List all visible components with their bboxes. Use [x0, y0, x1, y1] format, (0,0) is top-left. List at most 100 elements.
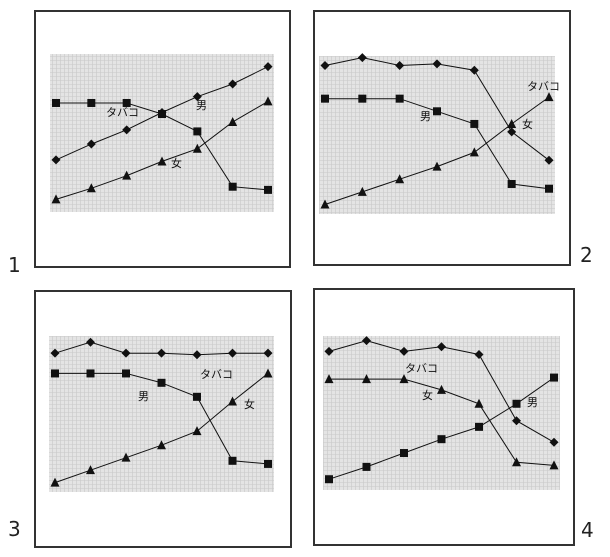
data-point: [264, 185, 272, 194]
data-point: [432, 161, 442, 171]
data-point: [400, 449, 408, 458]
series-label: タバコ: [106, 106, 139, 119]
data-point: [549, 460, 559, 470]
data-point: [51, 194, 61, 204]
data-point: [469, 65, 479, 75]
data-point: [122, 369, 130, 378]
data-point: [399, 374, 409, 384]
data-point: [87, 98, 96, 107]
data-point: [52, 98, 60, 107]
chart-panel-4: タバコ男 女: [313, 288, 575, 546]
data-point: [122, 125, 132, 135]
data-point: [263, 96, 273, 106]
series-label: タバコ: [527, 80, 560, 93]
data-point: [86, 337, 95, 347]
data-point: [121, 452, 131, 462]
data-point: [544, 155, 554, 165]
data-point: [507, 127, 517, 137]
data-point: [549, 437, 559, 447]
data-point: [86, 183, 96, 193]
chart-svg-1: タバコ 男女: [50, 54, 274, 212]
chart-panel-3: タバコ男女: [34, 290, 292, 548]
data-point: [362, 336, 371, 346]
panel-number-2: 2: [580, 243, 593, 267]
data-point: [51, 369, 59, 378]
data-point: [507, 179, 516, 188]
chart-panel-1: タバコ 男女: [34, 10, 291, 268]
data-point: [512, 457, 521, 467]
data-point: [320, 199, 330, 209]
data-point: [192, 426, 202, 436]
panel-number-3: 3: [8, 517, 21, 541]
data-point: [157, 440, 166, 450]
data-point: [122, 98, 131, 107]
data-point: [437, 384, 446, 394]
data-point: [475, 422, 483, 431]
panel-number-1: 1: [8, 253, 21, 277]
data-point: [157, 348, 166, 358]
data-point: [512, 399, 521, 408]
data-point: [192, 350, 202, 360]
data-point: [362, 374, 371, 384]
data-point: [157, 156, 167, 166]
data-point: [228, 79, 238, 89]
data-point: [437, 435, 446, 444]
series-label: 男: [420, 110, 431, 123]
data-point: [320, 60, 330, 70]
data-point: [228, 182, 237, 191]
chart-panel-2: タバコ男女: [313, 10, 571, 266]
plot-area: [319, 56, 555, 214]
data-point: [228, 116, 238, 126]
data-point: [358, 94, 367, 103]
data-point: [544, 92, 554, 102]
data-point: [357, 186, 367, 196]
data-point: [263, 368, 273, 378]
plot-area: [49, 336, 274, 492]
data-point: [432, 59, 442, 69]
data-point: [157, 378, 166, 387]
data-point: [86, 465, 95, 475]
data-point: [437, 342, 446, 352]
series-label: タバコ: [405, 362, 438, 375]
data-point: [470, 119, 479, 128]
data-point: [192, 143, 202, 153]
data-point: [325, 475, 333, 484]
data-point: [321, 94, 329, 103]
panel-number-4: 4: [581, 518, 594, 542]
data-point: [86, 139, 96, 149]
data-point: [192, 92, 202, 102]
data-point: [545, 184, 553, 193]
data-point: [362, 462, 371, 471]
data-point: [51, 155, 61, 165]
data-point: [121, 348, 131, 358]
data-point: [469, 147, 479, 157]
data-point: [228, 348, 237, 358]
data-point: [433, 107, 441, 116]
data-point: [474, 398, 484, 408]
data-point: [228, 396, 237, 406]
data-point: [395, 94, 404, 103]
data-point: [86, 369, 95, 378]
data-point: [263, 62, 273, 72]
series-label: 女: [171, 156, 182, 170]
series-label: 男: [527, 396, 538, 409]
plot-area: [323, 336, 560, 490]
series-label: 男: [196, 99, 207, 112]
data-point: [507, 118, 517, 128]
data-point: [550, 373, 558, 382]
data-point: [395, 174, 405, 184]
data-point: [395, 60, 405, 70]
series-label: 女: [422, 388, 433, 402]
data-point: [512, 416, 521, 426]
series-label: 女: [522, 117, 533, 131]
data-point: [474, 349, 484, 359]
data-point: [228, 456, 237, 465]
data-point: [193, 392, 201, 401]
data-point: [264, 459, 272, 468]
data-point: [263, 348, 273, 358]
data-point: [50, 477, 60, 487]
plot-area: [50, 54, 274, 212]
